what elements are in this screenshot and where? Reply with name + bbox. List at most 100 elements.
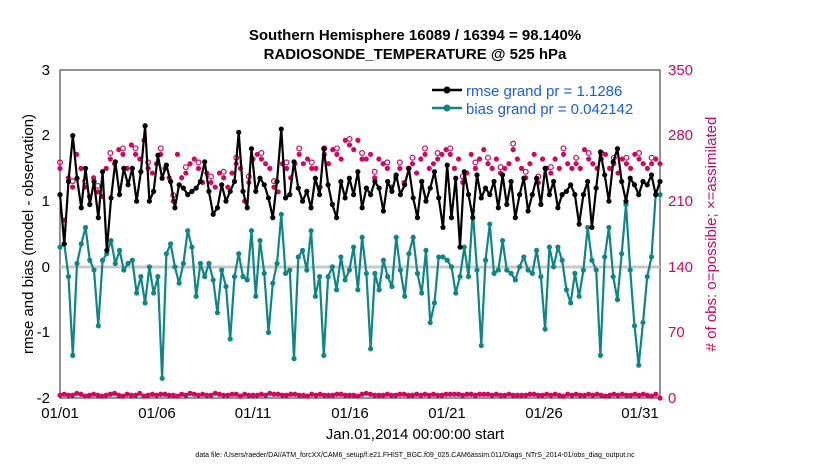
bias-point [146, 264, 152, 270]
y-left-tick-3: 3 [42, 62, 50, 79]
count-possible-marker [107, 150, 114, 157]
count-lower-marker [586, 391, 592, 397]
bias-point [295, 254, 301, 260]
bias-point [521, 254, 527, 260]
rmse-point [495, 205, 501, 211]
count-assimilated-marker [514, 156, 520, 162]
count-assimilated-marker [149, 170, 155, 176]
x-tick-0111: 01/11 [235, 405, 271, 422]
count-lower-marker [120, 393, 126, 399]
bias-point [210, 277, 216, 283]
bias-point [116, 247, 123, 253]
rmse-point [265, 195, 272, 201]
count-possible-marker [346, 135, 353, 142]
bias-point [342, 277, 348, 283]
count-assimilated-marker [527, 161, 533, 167]
count-lower-marker [640, 391, 646, 397]
count-lower-marker [216, 391, 223, 397]
count-lower-marker [485, 391, 491, 397]
count-lower-marker [456, 391, 462, 397]
rmse-point [214, 205, 221, 211]
bias-point [278, 211, 284, 217]
rmse-point [444, 162, 450, 168]
count-possible-marker [484, 154, 491, 161]
count-lower-marker [200, 391, 206, 397]
count-lower-marker [510, 392, 516, 398]
rmse-point [146, 198, 152, 204]
bias-point [555, 244, 561, 250]
bias-point [70, 352, 76, 358]
bias-point [487, 221, 493, 227]
rmse-point [372, 178, 378, 185]
count-lower-marker [468, 391, 474, 397]
count-assimilated-marker [258, 156, 264, 162]
count-assimilated-marker [183, 170, 189, 176]
count-assimilated-marker [644, 165, 651, 171]
count-lower-marker [401, 391, 407, 397]
rmse-point [533, 175, 540, 181]
count-lower-marker [573, 391, 579, 397]
count-lower-marker [607, 392, 613, 398]
rmse-point [568, 182, 574, 188]
bias-point [82, 224, 89, 231]
count-lower-marker [426, 392, 432, 398]
rmse-point [453, 175, 459, 181]
count-assimilated-marker [376, 156, 382, 162]
count-lower-marker [158, 391, 164, 397]
count-assimilated-marker [623, 161, 630, 167]
bias-point [87, 257, 93, 263]
rmse-point [121, 165, 127, 171]
count-lower-marker [74, 390, 80, 396]
count-lower-marker [619, 391, 625, 397]
bias-point [657, 192, 663, 198]
count-possible-marker [522, 168, 529, 175]
bias-point [474, 267, 480, 273]
rmse-point [653, 192, 659, 198]
count-lower-marker [493, 391, 499, 397]
bias-point [189, 244, 195, 250]
rmse-point [57, 192, 63, 198]
bias-point [227, 336, 233, 342]
count-assimilated-marker [351, 147, 357, 153]
legend-bias-marker [443, 104, 451, 112]
rmse-point [521, 175, 527, 181]
count-lower-marker [451, 391, 458, 397]
rmse-point [474, 172, 480, 178]
rmse-point [240, 188, 246, 194]
count-assimilated-marker [309, 165, 315, 171]
count-possible-marker [472, 159, 479, 166]
bias-point [316, 274, 323, 280]
y-right-tick-140: 140 [668, 259, 693, 276]
count-lower-marker [279, 392, 285, 398]
count-lower-marker [636, 392, 642, 398]
rmse-point [125, 182, 131, 188]
count-assimilated-marker [174, 151, 181, 157]
count-assimilated-marker [586, 156, 592, 162]
count-possible-marker [296, 145, 303, 152]
footnote: data file: /Users/raeder/DAI/ATM_forcXX/… [195, 452, 635, 459]
count-lower-marker [132, 392, 139, 398]
count-lower-marker [233, 391, 239, 397]
rmse-point [487, 192, 493, 198]
rmse-point [380, 208, 387, 214]
rmse-point [312, 175, 318, 181]
bias-point [619, 251, 625, 257]
y-left-tick-0: 0 [42, 259, 50, 276]
count-lower-marker [191, 391, 197, 397]
count-assimilated-marker [539, 156, 546, 162]
bias-point [121, 267, 127, 273]
bias-point [265, 329, 272, 335]
count-assimilated-marker [212, 184, 218, 190]
count-lower-marker [141, 393, 147, 399]
count-assimilated-marker [363, 156, 369, 162]
count-lower-marker [552, 391, 558, 397]
rmse-point [478, 195, 484, 201]
bias-point [402, 293, 408, 299]
bias-point [142, 300, 148, 306]
rmse-point [593, 185, 599, 191]
rmse-point [244, 205, 250, 211]
count-assimilated-marker [57, 165, 63, 171]
count-assimilated-marker [552, 156, 558, 162]
rmse-point [274, 178, 280, 185]
x-tick-0106: 01/06 [138, 405, 176, 422]
